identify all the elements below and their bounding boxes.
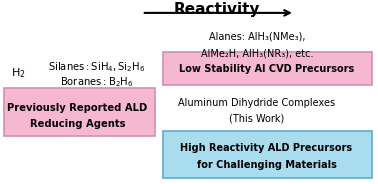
Text: for Challenging Materials: for Challenging Materials: [197, 160, 336, 170]
Text: Reducing Agents: Reducing Agents: [30, 119, 125, 129]
Text: Previously Reported ALD: Previously Reported ALD: [7, 103, 148, 113]
Text: $\mathregular{Silanes: SiH_4, Si_2H_6}$: $\mathregular{Silanes: SiH_4, Si_2H_6}$: [48, 60, 145, 74]
Text: (This Work): (This Work): [229, 114, 285, 124]
Text: Alanes: AlH₃(NMe₃),: Alanes: AlH₃(NMe₃),: [209, 32, 305, 42]
Text: Reactivity: Reactivity: [174, 2, 260, 17]
FancyBboxPatch shape: [163, 131, 372, 178]
Text: $\mathregular{Boranes: B_2H_6}$: $\mathregular{Boranes: B_2H_6}$: [60, 75, 133, 89]
FancyBboxPatch shape: [4, 88, 155, 136]
Text: Aluminum Dihydride Complexes: Aluminum Dihydride Complexes: [178, 98, 336, 108]
Text: $\mathregular{H_2}$: $\mathregular{H_2}$: [11, 67, 26, 81]
Text: AlMe₂H, AlH₃(NR₃), etc.: AlMe₂H, AlH₃(NR₃), etc.: [201, 48, 313, 58]
FancyBboxPatch shape: [163, 52, 372, 85]
Text: High Reactivity ALD Precursors: High Reactivity ALD Precursors: [180, 143, 353, 153]
Text: Low Stability Al CVD Precursors: Low Stability Al CVD Precursors: [179, 64, 354, 74]
